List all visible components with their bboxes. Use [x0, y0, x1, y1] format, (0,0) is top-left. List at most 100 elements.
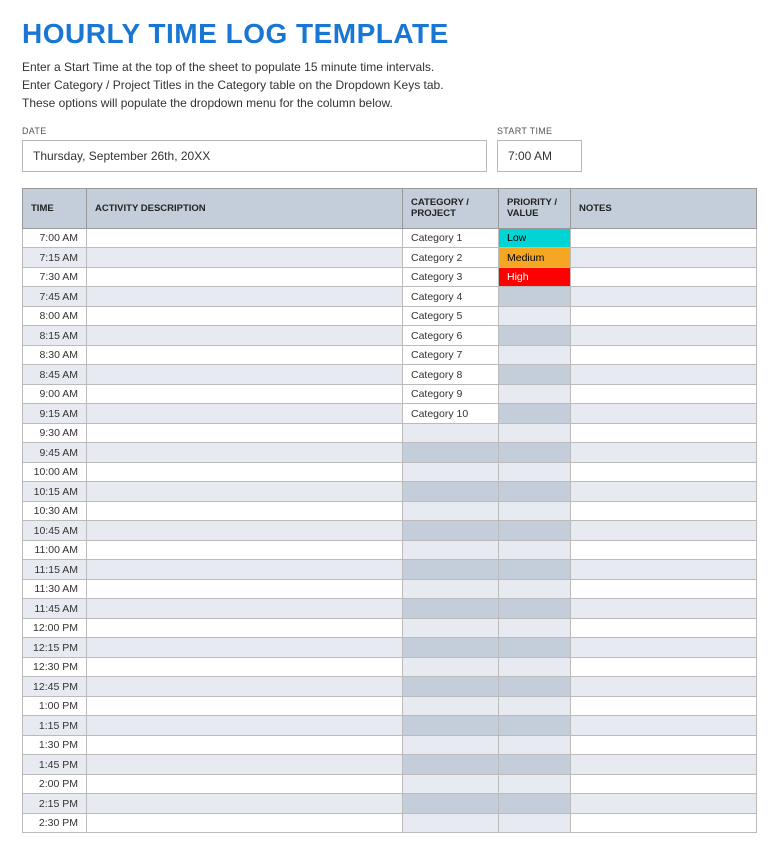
category-cell[interactable] — [403, 579, 499, 599]
category-cell[interactable] — [403, 482, 499, 502]
notes-cell[interactable] — [571, 404, 757, 424]
activity-cell[interactable] — [87, 287, 403, 307]
activity-cell[interactable] — [87, 813, 403, 833]
notes-cell[interactable] — [571, 794, 757, 814]
activity-cell[interactable] — [87, 345, 403, 365]
category-cell[interactable]: Category 4 — [403, 287, 499, 307]
notes-cell[interactable] — [571, 423, 757, 443]
activity-cell[interactable] — [87, 443, 403, 463]
date-input[interactable]: Thursday, September 26th, 20XX — [22, 140, 487, 172]
priority-cell[interactable] — [499, 365, 571, 385]
notes-cell[interactable] — [571, 306, 757, 326]
priority-cell[interactable] — [499, 540, 571, 560]
priority-cell[interactable] — [499, 735, 571, 755]
category-cell[interactable]: Category 5 — [403, 306, 499, 326]
priority-cell[interactable] — [499, 560, 571, 580]
priority-cell[interactable] — [499, 482, 571, 502]
priority-cell[interactable] — [499, 501, 571, 521]
priority-cell[interactable] — [499, 696, 571, 716]
activity-cell[interactable] — [87, 560, 403, 580]
priority-cell[interactable] — [499, 677, 571, 697]
notes-cell[interactable] — [571, 696, 757, 716]
priority-cell[interactable]: Low — [499, 228, 571, 248]
category-cell[interactable] — [403, 774, 499, 794]
activity-cell[interactable] — [87, 716, 403, 736]
category-cell[interactable] — [403, 540, 499, 560]
category-cell[interactable] — [403, 813, 499, 833]
category-cell[interactable] — [403, 696, 499, 716]
priority-cell[interactable] — [499, 579, 571, 599]
priority-cell[interactable]: Medium — [499, 248, 571, 268]
category-cell[interactable] — [403, 501, 499, 521]
category-cell[interactable] — [403, 677, 499, 697]
category-cell[interactable]: Category 1 — [403, 228, 499, 248]
category-cell[interactable] — [403, 618, 499, 638]
notes-cell[interactable] — [571, 482, 757, 502]
priority-cell[interactable] — [499, 638, 571, 658]
category-cell[interactable] — [403, 794, 499, 814]
activity-cell[interactable] — [87, 228, 403, 248]
priority-cell[interactable] — [499, 716, 571, 736]
notes-cell[interactable] — [571, 501, 757, 521]
activity-cell[interactable] — [87, 794, 403, 814]
activity-cell[interactable] — [87, 501, 403, 521]
notes-cell[interactable] — [571, 521, 757, 541]
activity-cell[interactable] — [87, 774, 403, 794]
category-cell[interactable]: Category 6 — [403, 326, 499, 346]
notes-cell[interactable] — [571, 228, 757, 248]
activity-cell[interactable] — [87, 404, 403, 424]
priority-cell[interactable] — [499, 618, 571, 638]
activity-cell[interactable] — [87, 638, 403, 658]
activity-cell[interactable] — [87, 677, 403, 697]
activity-cell[interactable] — [87, 540, 403, 560]
priority-cell[interactable] — [499, 462, 571, 482]
activity-cell[interactable] — [87, 735, 403, 755]
notes-cell[interactable] — [571, 677, 757, 697]
category-cell[interactable] — [403, 657, 499, 677]
priority-cell[interactable]: High — [499, 267, 571, 287]
activity-cell[interactable] — [87, 423, 403, 443]
notes-cell[interactable] — [571, 579, 757, 599]
category-cell[interactable] — [403, 599, 499, 619]
activity-cell[interactable] — [87, 482, 403, 502]
priority-cell[interactable] — [499, 306, 571, 326]
notes-cell[interactable] — [571, 755, 757, 775]
activity-cell[interactable] — [87, 267, 403, 287]
priority-cell[interactable] — [499, 813, 571, 833]
priority-cell[interactable] — [499, 326, 571, 346]
priority-cell[interactable] — [499, 794, 571, 814]
activity-cell[interactable] — [87, 306, 403, 326]
notes-cell[interactable] — [571, 345, 757, 365]
category-cell[interactable]: Category 7 — [403, 345, 499, 365]
category-cell[interactable]: Category 10 — [403, 404, 499, 424]
notes-cell[interactable] — [571, 384, 757, 404]
notes-cell[interactable] — [571, 443, 757, 463]
category-cell[interactable] — [403, 638, 499, 658]
category-cell[interactable] — [403, 423, 499, 443]
category-cell[interactable]: Category 3 — [403, 267, 499, 287]
priority-cell[interactable] — [499, 774, 571, 794]
activity-cell[interactable] — [87, 326, 403, 346]
notes-cell[interactable] — [571, 638, 757, 658]
notes-cell[interactable] — [571, 774, 757, 794]
notes-cell[interactable] — [571, 326, 757, 346]
category-cell[interactable] — [403, 755, 499, 775]
activity-cell[interactable] — [87, 462, 403, 482]
notes-cell[interactable] — [571, 599, 757, 619]
category-cell[interactable] — [403, 521, 499, 541]
notes-cell[interactable] — [571, 287, 757, 307]
notes-cell[interactable] — [571, 735, 757, 755]
category-cell[interactable] — [403, 443, 499, 463]
notes-cell[interactable] — [571, 462, 757, 482]
notes-cell[interactable] — [571, 267, 757, 287]
category-cell[interactable]: Category 8 — [403, 365, 499, 385]
category-cell[interactable] — [403, 735, 499, 755]
notes-cell[interactable] — [571, 560, 757, 580]
priority-cell[interactable] — [499, 345, 571, 365]
priority-cell[interactable] — [499, 443, 571, 463]
activity-cell[interactable] — [87, 657, 403, 677]
notes-cell[interactable] — [571, 716, 757, 736]
priority-cell[interactable] — [499, 521, 571, 541]
activity-cell[interactable] — [87, 618, 403, 638]
activity-cell[interactable] — [87, 579, 403, 599]
